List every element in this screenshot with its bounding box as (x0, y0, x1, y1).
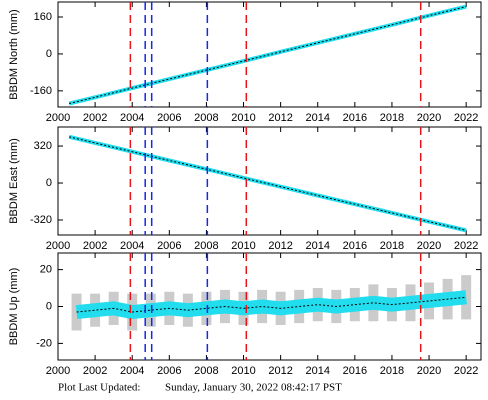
y-tick-label: -160 (30, 85, 52, 97)
x-tick-label: 2016 (343, 365, 367, 377)
y-tick-label: -320 (30, 214, 52, 226)
x-tick-label: 2016 (343, 112, 367, 124)
x-tick-label: 2000 (46, 112, 70, 124)
x-tick-label: 2014 (305, 365, 329, 377)
x-tick-label: 2006 (157, 112, 181, 124)
model-line (76, 296, 467, 313)
x-tick-label: 2002 (83, 240, 107, 252)
x-tick-label: 2010 (231, 240, 255, 252)
y-tick-label: 160 (34, 11, 52, 23)
y-axis-label: BBDM North (mm) (8, 9, 20, 99)
x-tick-label: 2018 (380, 240, 404, 252)
x-tick-label: 2004 (120, 240, 144, 252)
footer-date: Sunday, January 30, 2022 08:42:17 PST (165, 382, 342, 394)
x-tick-label: 2006 (157, 365, 181, 377)
x-tick-label: 2022 (454, 112, 478, 124)
y-tick-label: 320 (34, 140, 52, 152)
x-tick-label: 2002 (83, 112, 107, 124)
footer-label: Plot Last Updated: (58, 382, 141, 394)
x-tick-label: 2020 (417, 240, 441, 252)
y-tick-label: 0 (46, 300, 52, 312)
x-tick-label: 2022 (454, 365, 478, 377)
y-tick-label: -20 (36, 337, 52, 349)
x-tick-label: 2012 (268, 365, 292, 377)
x-tick-label: 2016 (343, 240, 367, 252)
y-tick-label: 20 (40, 264, 52, 276)
data-line (68, 134, 467, 233)
x-tick-label: 2010 (231, 112, 255, 124)
x-tick-label: 2022 (454, 240, 478, 252)
x-tick-label: 2020 (417, 365, 441, 377)
x-tick-label: 2018 (380, 112, 404, 124)
y-axis-label: BBDM East (mm) (8, 138, 20, 224)
x-tick-label: 2008 (194, 240, 218, 252)
x-tick-label: 2012 (268, 240, 292, 252)
x-tick-label: 2000 (46, 240, 70, 252)
x-tick-label: 2018 (380, 365, 404, 377)
x-tick-label: 2000 (46, 365, 70, 377)
y-axis-label: BBDM Up (mm) (8, 268, 20, 346)
x-tick-label: 2012 (268, 112, 292, 124)
x-tick-label: 2008 (194, 112, 218, 124)
x-tick-label: 2014 (305, 240, 329, 252)
x-tick-label: 2008 (194, 365, 218, 377)
x-tick-label: 2004 (120, 365, 144, 377)
data-line (68, 4, 467, 106)
x-tick-label: 2002 (83, 365, 107, 377)
x-tick-label: 2006 (157, 240, 181, 252)
x-tick-label: 2020 (417, 112, 441, 124)
y-tick-label: 0 (46, 48, 52, 60)
x-tick-label: 2014 (305, 112, 329, 124)
x-tick-label: 2010 (231, 365, 255, 377)
x-tick-label: 2004 (120, 112, 144, 124)
y-tick-label: 0 (46, 177, 52, 189)
